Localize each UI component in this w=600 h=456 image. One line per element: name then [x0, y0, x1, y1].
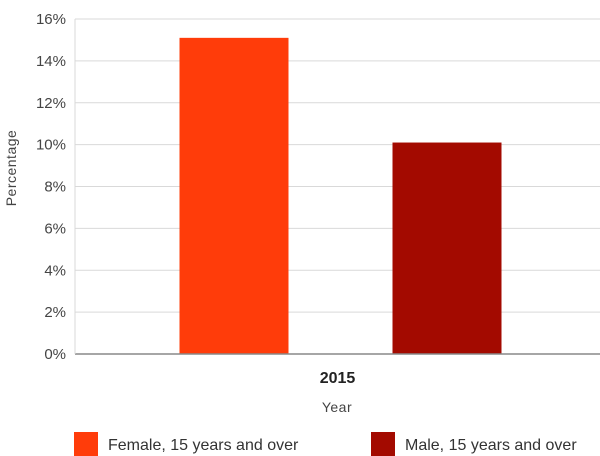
y-tick-label: 12%	[36, 95, 66, 112]
y-tick-label: 0%	[44, 346, 66, 363]
x-category-label: 2015	[320, 370, 356, 387]
bar-male-15-years-and-over	[392, 142, 502, 354]
y-tick-label: 4%	[44, 262, 66, 279]
bar-female-15-years-and-over	[179, 37, 289, 354]
y-tick-label: 8%	[44, 179, 66, 196]
y-tick-label: 14%	[36, 53, 66, 70]
y-axis-ticks: 0% 2% 4% 6% 8% 10% 12% 14% 16%	[36, 11, 66, 363]
y-tick-label: 10%	[36, 137, 66, 154]
legend: Female, 15 years and over Male, 15 years …	[74, 432, 577, 456]
legend-swatch	[371, 432, 395, 456]
y-tick-label: 2%	[44, 304, 66, 321]
y-tick-label: 16%	[36, 11, 66, 28]
x-axis-categories: 2015	[320, 370, 356, 387]
y-tick-label: 6%	[44, 220, 66, 237]
bars	[179, 37, 502, 354]
legend-label: Male, 15 years and over	[405, 437, 577, 454]
legend-swatch	[74, 432, 98, 456]
y-axis-title: Percentage	[3, 130, 19, 207]
legend-label: Female, 15 years and over	[108, 437, 299, 454]
grid-lines	[75, 18, 600, 313]
x-axis-title: Year	[322, 399, 352, 415]
